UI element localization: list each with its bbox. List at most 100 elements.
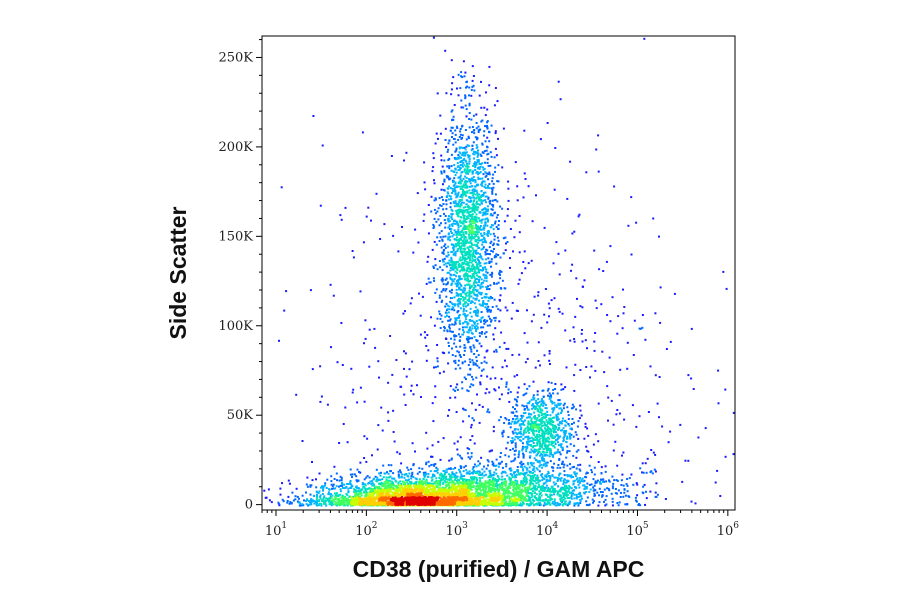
- data-point: [442, 203, 445, 205]
- data-point: [604, 465, 607, 468]
- data-point: [478, 271, 481, 274]
- data-point: [444, 243, 447, 246]
- data-point: [457, 191, 460, 194]
- data-point: [454, 222, 457, 225]
- data-point: [452, 268, 455, 271]
- data-point: [470, 480, 473, 483]
- data-point: [407, 479, 409, 482]
- data-point: [546, 454, 549, 457]
- data-point: [509, 449, 512, 451]
- data-point: [500, 486, 502, 489]
- data-point: [470, 220, 473, 223]
- data-point: [463, 217, 466, 220]
- data-point: [506, 495, 509, 498]
- data-point: [337, 494, 340, 497]
- data-point: [527, 463, 530, 466]
- data-point: [315, 503, 318, 506]
- data-point: [492, 338, 495, 341]
- data-point: [622, 312, 625, 315]
- data-point: [504, 287, 507, 290]
- data-point: [535, 488, 538, 491]
- data-point: [468, 327, 471, 330]
- data-point: [549, 396, 552, 399]
- data-point: [611, 475, 614, 478]
- data-point: [461, 147, 464, 149]
- data-point: [513, 472, 516, 475]
- data-point: [531, 407, 534, 410]
- data-point: [529, 484, 532, 487]
- data-point: [448, 165, 451, 168]
- data-point: [645, 497, 648, 500]
- data-point: [432, 267, 435, 269]
- data-point: [571, 403, 574, 406]
- data-point: [522, 462, 525, 465]
- data-point: [549, 493, 552, 496]
- data-point: [510, 483, 513, 486]
- data-point: [488, 288, 491, 291]
- data-point: [538, 433, 541, 436]
- data-point: [456, 448, 459, 451]
- data-point: [477, 173, 480, 176]
- data-point: [625, 483, 628, 486]
- data-point: [566, 490, 569, 493]
- data-point: [450, 458, 453, 461]
- data-point: [466, 168, 469, 171]
- data-point: [475, 127, 478, 130]
- data-point: [522, 482, 525, 485]
- data-point: [467, 217, 470, 220]
- data-point: [460, 251, 463, 254]
- data-point: [455, 262, 458, 265]
- data-point: [608, 480, 611, 483]
- data-point: [434, 212, 437, 215]
- data-point: [478, 168, 481, 170]
- data-point: [471, 476, 474, 479]
- data-point: [431, 478, 434, 481]
- data-point: [450, 337, 452, 340]
- data-point: [464, 71, 467, 74]
- data-point: [370, 480, 373, 483]
- data-point: [474, 169, 477, 172]
- data-point: [460, 259, 463, 262]
- data-point: [445, 265, 448, 268]
- data-point: [374, 475, 377, 478]
- data-point: [332, 498, 335, 501]
- data-point: [544, 481, 547, 484]
- data-point: [466, 335, 469, 338]
- data-point: [506, 214, 509, 217]
- data-point: [537, 460, 540, 463]
- data-point: [465, 145, 468, 148]
- data-point: [572, 483, 575, 486]
- data-point: [513, 422, 516, 425]
- data-point: [650, 449, 653, 451]
- data-point: [550, 494, 553, 497]
- data-point: [493, 471, 496, 474]
- data-point: [462, 313, 465, 316]
- data-point: [451, 282, 454, 285]
- data-point: [468, 241, 471, 244]
- data-point: [471, 291, 474, 294]
- data-point: [510, 441, 513, 444]
- data-point: [491, 463, 494, 466]
- data-point: [541, 409, 544, 412]
- data-point: [541, 430, 544, 433]
- data-point: [485, 473, 487, 476]
- data-point: [625, 503, 628, 506]
- data-point: [481, 331, 483, 333]
- data-point: [434, 197, 437, 200]
- data-point: [464, 254, 467, 257]
- data-point: [481, 241, 484, 244]
- data-point: [534, 416, 537, 419]
- data-point: [453, 219, 456, 222]
- data-point: [448, 157, 451, 160]
- data-point: [530, 493, 533, 496]
- data-point: [406, 466, 409, 469]
- data-point: [463, 186, 466, 189]
- data-point: [477, 269, 480, 272]
- data-point: [439, 215, 442, 217]
- data-point: [576, 297, 578, 300]
- data-point: [462, 407, 465, 410]
- data-point: [467, 341, 470, 343]
- data-point: [642, 485, 645, 488]
- data-point: [472, 363, 475, 366]
- data-point: [545, 446, 547, 449]
